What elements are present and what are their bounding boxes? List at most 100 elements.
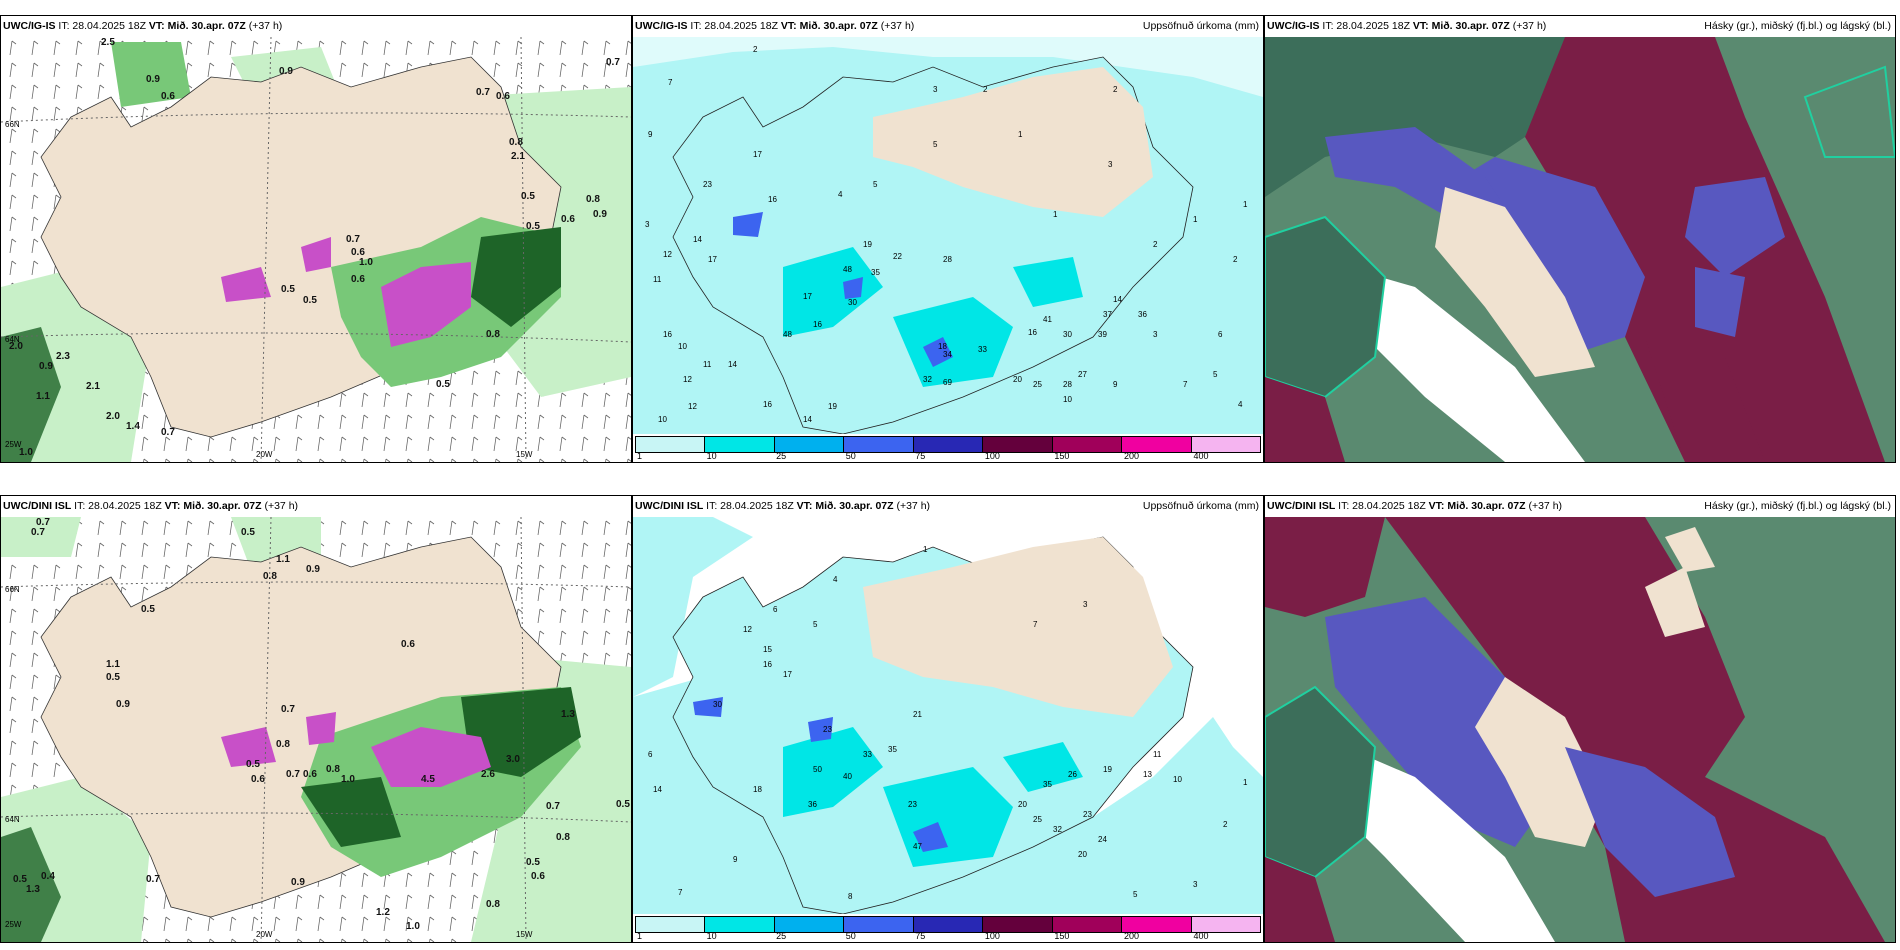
valid-time: VT: Mið. 30.apr. 07Z [1428, 500, 1526, 512]
colorbar-label: 200 [1123, 931, 1139, 941]
precip-value: 1.2 [376, 907, 390, 918]
precip-value: 23 [703, 180, 712, 189]
precip-value: 0.5 [303, 295, 317, 306]
precip-value: 6 [773, 605, 778, 614]
precip-value: 41 [1043, 315, 1052, 324]
precip-value: 0.6 [161, 91, 175, 102]
precip-value: 25 [1033, 815, 1042, 824]
panel-header: UWC/IG-IS IT: 28.04.2025 18Z VT: Mið. 30… [633, 16, 1263, 37]
valid-time: VT: Mið. 30.apr. 07Z [796, 500, 894, 512]
accum-precip-map: 1 3 4 6 5 7 12 15 16 17 21 30 23 33 35 4… [633, 517, 1263, 914]
precip-value: 10 [1063, 395, 1072, 404]
precip-area [843, 277, 863, 299]
colorbar-label: 25 [776, 931, 787, 941]
precip-value: 3 [1153, 330, 1158, 339]
precip-value: 0.5 [141, 604, 155, 615]
precip-value: 5 [933, 140, 938, 149]
precip-area [883, 767, 1013, 867]
model-name: UWC/IG-IS [3, 20, 56, 32]
precip-value: 5 [813, 620, 818, 629]
mid-cloud-area [1325, 597, 1565, 847]
precip-value: 7 [678, 888, 683, 897]
precip-value: 1 [1053, 210, 1058, 219]
lon-label: 15W [516, 930, 533, 939]
colorbar-swatch [774, 917, 845, 932]
precip-value: 1 [1243, 778, 1248, 787]
precip-value: 2 [1153, 240, 1158, 249]
precip-value: 3 [1108, 160, 1113, 169]
panel-header: UWC/IG-IS IT: 28.04.2025 18Z VT: Mið. 30… [1265, 16, 1895, 37]
panel-header: UWC/IG-IS IT: 28.04.2025 18Z VT: Mið. 30… [1, 16, 631, 37]
precip-value: 22 [893, 252, 902, 261]
precip-area [301, 777, 401, 847]
colorbar-swatch [705, 437, 775, 452]
panel-dini-clouds: UWC/DINI ISL IT: 28.04.2025 18Z VT: Mið.… [1264, 495, 1896, 943]
precip-value: 0.7 [546, 801, 560, 812]
precip-value: 0.8 [586, 194, 600, 205]
precip-value: 36 [1138, 310, 1147, 319]
precip-value: 30 [1063, 330, 1072, 339]
colorbar-label: 75 [915, 931, 926, 941]
precip-value: 23 [1083, 810, 1092, 819]
precip-value: 17 [708, 255, 717, 264]
dry-land-area [863, 537, 1173, 717]
precip-value: 2.1 [86, 381, 100, 392]
colorbar-swatch [1052, 437, 1123, 452]
precip-value: 0.5 [436, 379, 450, 390]
precip-value: 0.9 [593, 209, 607, 220]
precip-value: 5 [873, 180, 878, 189]
precip-value: 14 [653, 785, 662, 794]
precip-value: 0.8 [486, 329, 500, 340]
mid-cloud-area [1565, 747, 1735, 897]
precip-value: 3 [1083, 600, 1088, 609]
panel-title: Hásky (gr.), miðský (fj.bl.) og lágský (… [1704, 500, 1891, 512]
precip-value: 35 [871, 268, 880, 277]
wind-precip-map: 66N 64N 20W 15W 25W 2.5 0.9 0.6 0.9 0.7 … [1, 37, 631, 462]
panel-header: UWC/DINI ISL IT: 28.04.2025 18Z VT: Mið.… [633, 496, 1263, 517]
precip-value: 0.5 [281, 284, 295, 295]
panel-header: UWC/DINI ISL IT: 28.04.2025 18Z VT: Mið.… [1265, 496, 1895, 517]
precip-value: 0.7 [161, 427, 175, 438]
precip-value: 16 [663, 330, 672, 339]
map-area: 1 3 4 6 5 7 12 15 16 17 21 30 23 33 35 4… [633, 517, 1263, 914]
colorbar-label: 10 [706, 451, 717, 461]
precip-value: 0.9 [116, 699, 130, 710]
accum-precip-map: 2 3 2 2 1 5 7 9 17 23 16 4 5 3 1 1 2 3 1… [633, 37, 1263, 434]
precip-value: 4.5 [421, 774, 435, 785]
colorbar-label: 25 [776, 451, 787, 461]
precip-value: 2 [1223, 820, 1228, 829]
precip-value: 0.7 [346, 234, 360, 245]
precip-value: 0.8 [263, 571, 277, 582]
precip-value: 0.6 [351, 274, 365, 285]
precip-value: 19 [1103, 765, 1112, 774]
map-area: 2 3 2 2 1 5 7 9 17 23 16 4 5 3 1 1 2 3 1… [633, 37, 1263, 434]
precip-value: 40 [843, 772, 852, 781]
precip-value: 0.5 [616, 799, 630, 810]
precip-value: 0.6 [351, 247, 365, 258]
precip-value: 4 [838, 190, 843, 199]
lon-label: 25W [5, 440, 22, 449]
precip-value: 48 [843, 265, 852, 274]
precip-area [1013, 257, 1083, 307]
heavy-precip-area [381, 262, 471, 347]
precip-area [471, 657, 631, 942]
panel-ig-is-clouds: UWC/IG-IS IT: 28.04.2025 18Z VT: Mið. 30… [1264, 15, 1896, 463]
precip-value: 1.4 [126, 421, 140, 432]
precip-value: 0.5 [241, 527, 255, 538]
precip-area [693, 697, 723, 717]
precip-value: 36 [808, 800, 817, 809]
precip-area [1, 327, 61, 462]
precip-colorbar: 1 10 25 50 75 100 150 200 400 [633, 914, 1263, 942]
precip-value: 33 [978, 345, 987, 354]
precip-area [808, 717, 833, 742]
precip-value: 0.5 [526, 857, 540, 868]
cloud-free-area [1345, 267, 1585, 462]
precip-value: 20 [1018, 800, 1027, 809]
panel-title: Uppsöfnuð úrkoma (mm) [1142, 500, 1259, 512]
precip-value: 14 [693, 235, 702, 244]
precip-value: 16 [813, 320, 822, 329]
mid-cloud-area [1685, 177, 1785, 277]
precip-value: 0.6 [303, 769, 317, 780]
lat-label: 66N [5, 585, 20, 594]
precip-value: 16 [1028, 328, 1037, 337]
